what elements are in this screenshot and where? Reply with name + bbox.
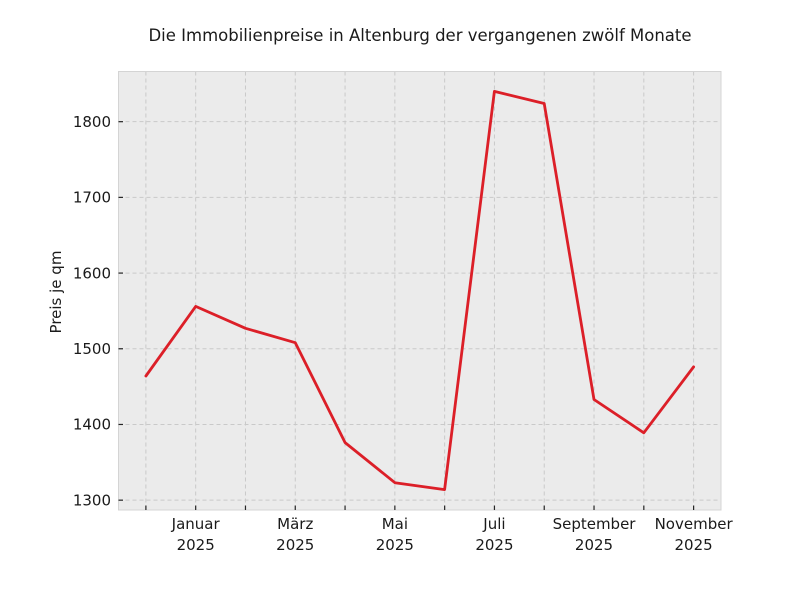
x-tick-label-year: 2025 — [575, 536, 613, 554]
axes-spines — [118, 71, 722, 511]
x-tick-label-month: März — [277, 515, 313, 533]
x-tick-label-month: November — [655, 515, 734, 533]
x-tick-label-month: Januar — [171, 515, 221, 533]
price-line — [144, 90, 695, 492]
y-tick-label: 1600 — [73, 264, 111, 282]
plot-background — [118, 71, 721, 510]
x-tick-label-month: Juli — [482, 515, 505, 533]
y-tick-label: 1400 — [73, 416, 111, 434]
x-tick-label-year: 2025 — [177, 536, 215, 554]
chart-title: Die Immobilienpreise in Altenburg der ve… — [148, 26, 692, 45]
x-tick-label-year: 2025 — [675, 536, 713, 554]
y-tick-label: 1300 — [73, 491, 111, 509]
y-tick-label: 1700 — [73, 189, 111, 207]
x-tick-label-month: September — [553, 515, 637, 533]
x-tick-label-year: 2025 — [376, 536, 414, 554]
y-tick-label: 1500 — [73, 340, 111, 358]
y-tick-label: 1800 — [73, 113, 111, 131]
x-tick-label-month: Mai — [382, 515, 408, 533]
x-tick-label-year: 2025 — [475, 536, 513, 554]
x-tick-label-year: 2025 — [276, 536, 314, 554]
